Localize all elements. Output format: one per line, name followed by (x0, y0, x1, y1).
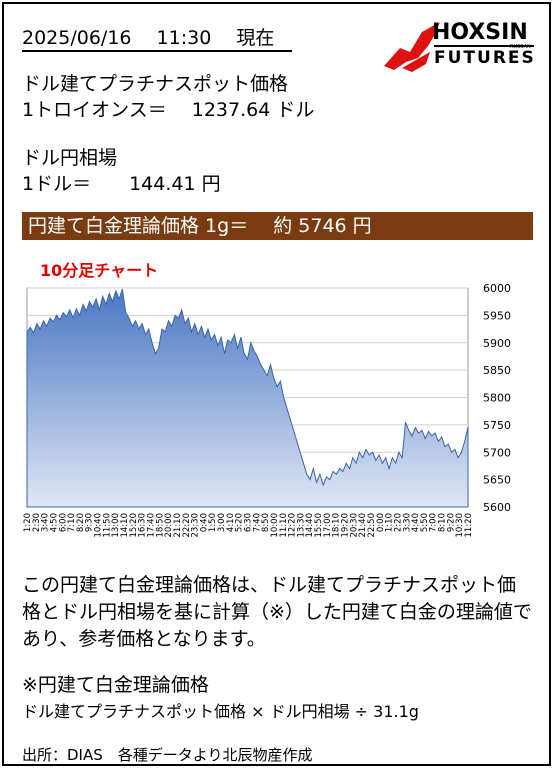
theoretical-price-band: 円建て白金理論価格 1g＝ 約 5746 円 (22, 212, 533, 240)
x-tick-label: 18:10 (332, 513, 342, 538)
x-tick-label: 11:10 (279, 513, 289, 538)
x-tick-label: 6:30 (244, 513, 254, 532)
x-tick-label: 20:30 (349, 513, 359, 538)
fx-title: ドル円相場 (22, 147, 118, 169)
y-tick-label: 6000 (483, 283, 511, 295)
x-tick-label: 22:20 (182, 513, 192, 538)
logo-mark-icon (384, 22, 440, 72)
x-tick-label: 17:00 (323, 513, 333, 538)
x-tick-label: 10:30 (455, 513, 465, 538)
logo-small-text: RUSSAN (510, 44, 531, 50)
y-tick-label: 5650 (483, 474, 511, 487)
formula-text: ドル建てプラチナスポット価格 × ドル円相場 ÷ 31.1g (22, 702, 419, 721)
platinum-price: 1トロイオンス＝ 1237.64 ドル (22, 99, 315, 121)
x-tick-label: 10:00 (270, 513, 280, 538)
logo-subtitle: FUTURES (434, 48, 536, 68)
card-frame (2, 2, 551, 766)
y-tick-label: 5750 (483, 419, 511, 432)
chart-title: 10分足チャート (40, 261, 159, 280)
x-tick-label: 14:10 (120, 513, 130, 538)
x-tick-label: 9:20 (446, 513, 456, 532)
x-tick-label: 0:40 (199, 513, 209, 532)
x-tick-label: 2:30 (32, 513, 42, 532)
x-tick-label: 13:00 (111, 513, 121, 538)
x-tick-label: 3:40 (41, 513, 51, 532)
x-tick-label: 2:20 (393, 513, 403, 532)
x-tick-label: 10:40 (94, 513, 104, 538)
x-tick-label: 16:30 (138, 513, 148, 538)
x-tick-label: 0:00 (376, 513, 386, 532)
x-tick-label: 7:40 (252, 513, 262, 532)
logo-name: HOXSIN (432, 20, 528, 45)
logo-divider (434, 45, 534, 47)
x-tick-label: 17:40 (146, 513, 156, 538)
x-tick-label: 1:10 (385, 513, 395, 532)
x-tick-label: 14:40 (305, 513, 315, 538)
y-tick-label: 5850 (483, 364, 511, 377)
x-tick-label: 4:10 (226, 513, 236, 532)
x-tick-label: 8:50 (261, 513, 271, 532)
fx-rate: 1ドル＝ 144.41 円 (22, 173, 221, 195)
y-tick-label: 5600 (483, 501, 511, 514)
platinum-title: ドル建てプラチナスポット価格 (22, 73, 289, 95)
x-tick-label: 20:00 (164, 513, 174, 538)
x-tick-label: 22:50 (367, 513, 377, 538)
price-area (26, 288, 469, 508)
x-tick-label: 4:50 (49, 513, 59, 532)
x-tick-label: 7:00 (429, 513, 439, 532)
source-note: 出所：DIAS 各種データより北辰物産作成 (22, 746, 313, 764)
logo: HOXSIN RUSSAN FUTURES (382, 18, 542, 76)
x-tick-label: 3:00 (217, 513, 227, 532)
x-tick-label: 19:20 (341, 513, 351, 538)
x-tick-label: 13:30 (296, 513, 306, 538)
x-tick-label: 5:50 (420, 513, 430, 532)
description: この円建て白金理論価格は、ドル建てプラチナスポット価格とドル円相場を基に計算（※… (22, 574, 532, 650)
x-tick-label: 15:50 (314, 513, 324, 538)
y-tick-label: 5900 (483, 337, 511, 350)
datetime-label: 2025/06/16 11:30 現在 (22, 26, 293, 52)
x-tick-label: 11:50 (102, 513, 112, 538)
y-tick-label: 5950 (483, 309, 511, 322)
x-tick-label: 11:20 (464, 513, 474, 538)
x-tick-label: 6:00 (58, 513, 68, 532)
formula-heading: ※円建て白金理論価格 (22, 674, 209, 696)
x-tick-label: 9:30 (85, 513, 95, 532)
x-tick-label: 12:20 (288, 513, 298, 538)
price-chart: 5600 5650 5700 5750 5800 5850 5900 5950 6000 1:20… (23, 283, 511, 538)
x-tick-label: 7:10 (67, 513, 77, 532)
x-tick-label: 1:50 (208, 513, 218, 532)
x-tick-label: 1:20 (23, 513, 33, 532)
x-tick-label: 18:50 (155, 513, 165, 538)
y-tick-label: 5800 (483, 392, 511, 405)
x-tick-label: 23:30 (191, 513, 201, 538)
y-tick-label: 5700 (483, 446, 511, 459)
x-tick-label: 21:10 (173, 513, 183, 538)
x-tick-label: 8:20 (76, 513, 86, 532)
x-tick-label: 5:20 (235, 513, 245, 532)
x-tick-label: 21:40 (358, 513, 368, 538)
x-tick-label: 4:40 (411, 513, 421, 532)
x-tick-label: 8:10 (438, 513, 448, 532)
x-tick-label: 3:30 (402, 513, 412, 532)
x-tick-label: 15:20 (129, 513, 139, 538)
